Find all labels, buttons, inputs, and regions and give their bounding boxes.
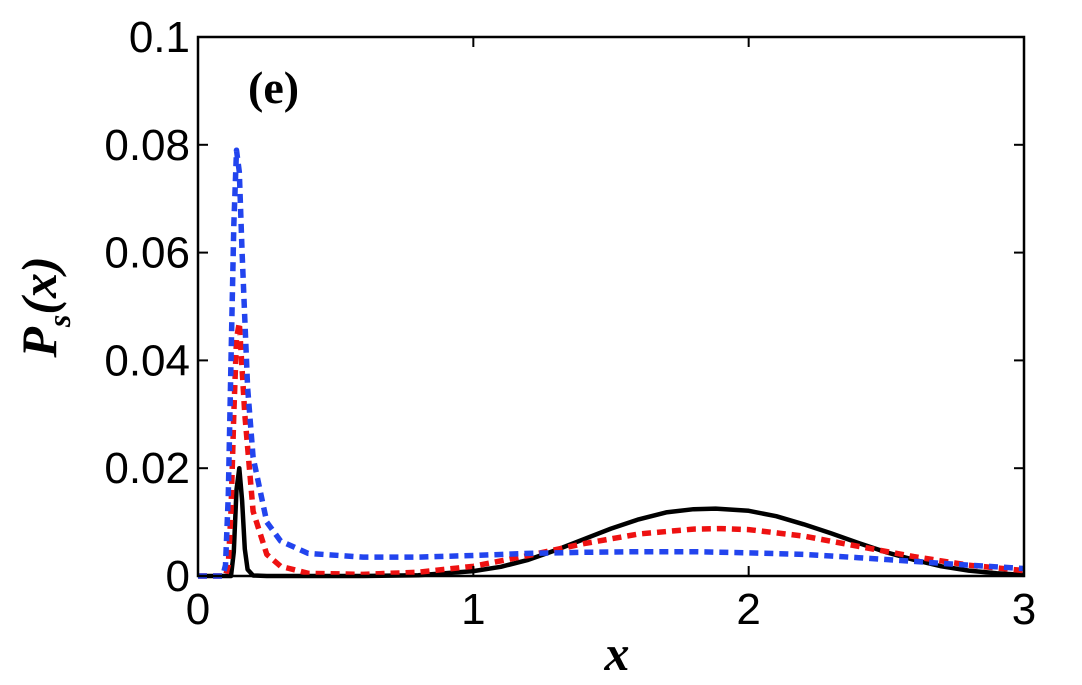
y-tick-label-4: 0.08 <box>104 121 190 170</box>
y-tick-label-2: 0.04 <box>104 336 190 385</box>
panel-label: (e) <box>248 62 299 113</box>
y-tick-label-0: 0 <box>166 552 190 601</box>
x-tick-label-3: 3 <box>1012 585 1036 634</box>
series-line-3 <box>198 147 1025 579</box>
x-tick-label-1: 1 <box>461 585 485 634</box>
y-axis-title-main: P <box>11 327 67 359</box>
y-axis-title-argument: (x) <box>11 256 67 314</box>
series-layer <box>198 147 1025 579</box>
plot-frame <box>196 35 1026 578</box>
tick-labels-layer: 0 1 2 3 0 0.02 0.04 0.06 0.08 0.1 <box>104 13 1036 634</box>
y-tick-label-5: 0.1 <box>129 13 190 62</box>
x-tick-label-0: 0 <box>186 585 210 634</box>
plot-area <box>198 37 1024 576</box>
y-axis-title: Ps(x) <box>11 256 77 358</box>
y-tick-label-1: 0.02 <box>104 444 190 493</box>
x-tick-label-2: 2 <box>736 585 760 634</box>
ticks-layer <box>197 36 1025 577</box>
y-tick-label-3: 0.06 <box>104 229 190 278</box>
y-axis-title-subscript: s <box>41 315 77 328</box>
svg-text:Ps(x): Ps(x) <box>11 256 77 358</box>
series-line-2 <box>198 319 1025 579</box>
x-axis-title: x <box>604 625 630 681</box>
